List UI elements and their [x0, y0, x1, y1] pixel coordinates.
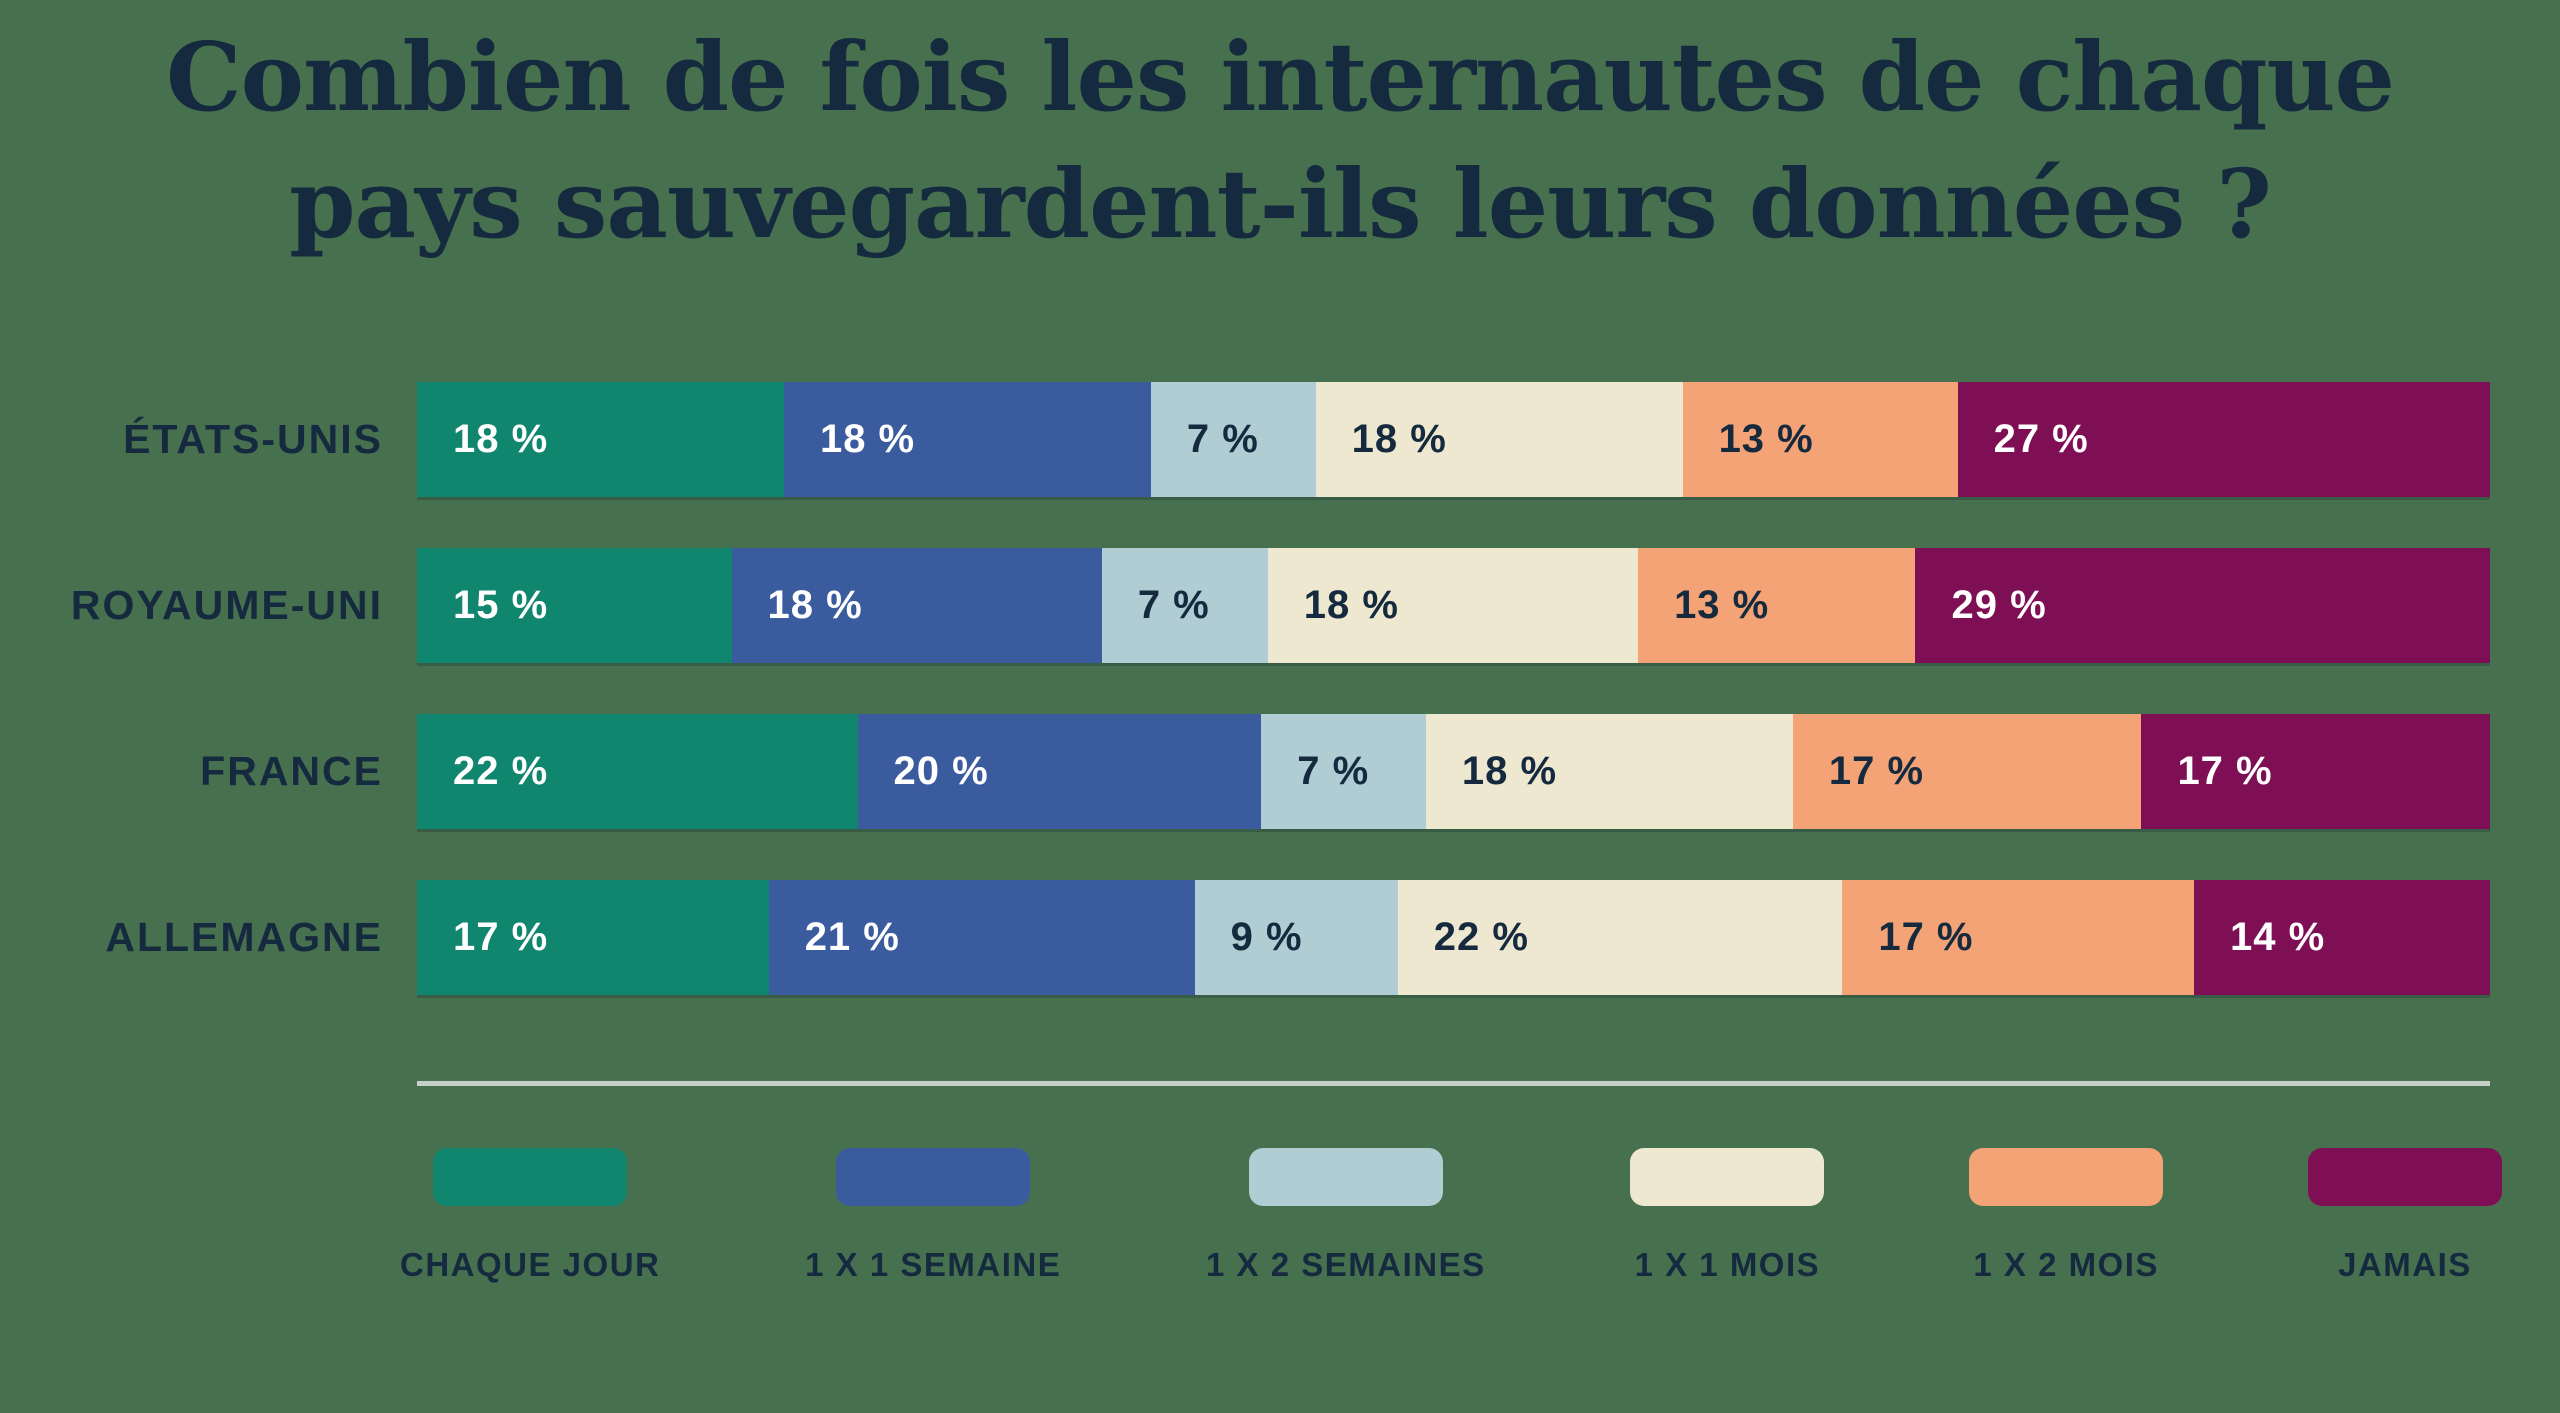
bar-segment-1-x-2-mois: 17 % [1842, 880, 2195, 995]
chart-row-allemagne: ALLEMAGNE 17 % 21 % 9 % 22 % 17 % 14 % [0, 880, 2560, 995]
bar-segment-1-x-1-semaine: 18 % [783, 382, 1151, 497]
legend-swatch-chaque-jour [433, 1148, 628, 1206]
legend-item-jamais: JAMAIS [2307, 1148, 2502, 1284]
bar-segment-jamais: 17 % [2141, 714, 2490, 829]
segment-value-label: 7 % [1297, 749, 1370, 793]
segment-value-label: 22 % [453, 749, 549, 793]
bar-segment-jamais: 29 % [1915, 548, 2490, 663]
bar-segment-1-x-2-semaines: 9 % [1194, 880, 1398, 995]
legend-swatch-1-x-1-semaine [836, 1148, 1031, 1206]
legend: CHAQUE JOUR 1 X 1 SEMAINE 1 X 2 SEMAINES 1 … [400, 1148, 2502, 1284]
title-line-1: Combien de fois les internautes de chaqu… [166, 22, 2395, 133]
stacked-bar-chart: ÉTATS-UNIS 18 % 18 % 7 % 18 % 13 % 27 % ROYAUME… [0, 382, 2560, 995]
segment-value-label: 18 % [1303, 583, 1399, 627]
stacked-bar-royaume-uni: 15 % 18 % 7 % 18 % 13 % 29 % [417, 548, 2490, 663]
segment-value-label: 18 % [767, 583, 863, 627]
segment-value-label: 13 % [1674, 583, 1770, 627]
segment-value-label: 17 % [2177, 749, 2273, 793]
segment-value-label: 17 % [1828, 749, 1925, 793]
legend-label-1-x-1-semaine: 1 X 1 SEMAINE [805, 1246, 1062, 1283]
bar-segment-jamais: 27 % [1957, 382, 2490, 497]
segment-value-label: 13 % [1718, 417, 1814, 461]
title-line-2: pays sauvegardent-ils leurs données ? [289, 149, 2272, 261]
segment-value-label: 7 % [1186, 417, 1259, 461]
bar-segment-chaque-jour: 15 % [417, 548, 732, 663]
legend-label-1-x-1-mois: 1 X 1 MOIS [1634, 1246, 1821, 1283]
bar-segment-1-x-1-mois: 22 % [1397, 880, 1843, 995]
legend-swatch-1-x-1-mois [1630, 1148, 1825, 1206]
bar-segment-1-x-2-semaines: 7 % [1261, 714, 1426, 829]
bar-segment-1-x-1-mois: 18 % [1267, 548, 1639, 663]
stacked-bar-france: 22 % 20 % 7 % 18 % 17 % 17 % [417, 714, 2490, 829]
legend-item-1-x-2-semaines: 1 X 2 SEMAINES [1206, 1148, 1486, 1284]
segment-value-label: 15 % [453, 583, 549, 627]
row-label-allemagne: ALLEMAGNE [105, 914, 383, 960]
bar-segment-1-x-1-semaine: 18 % [731, 548, 1102, 663]
segment-value-label: 17 % [1878, 915, 1974, 959]
segment-value-label: 21 % [804, 915, 900, 959]
page-title: Combien de fois les internautes de chaqu… [0, 14, 2560, 269]
bar-segment-1-x-1-semaine: 20 % [857, 714, 1262, 829]
row-label-france: FRANCE [200, 748, 383, 794]
stacked-bar-tats-unis: 18 % 18 % 7 % 18 % 13 % 27 % [417, 382, 2490, 497]
segment-value-label: 18 % [1351, 417, 1447, 461]
segment-value-label: 18 % [453, 417, 549, 461]
legend-swatch-jamais [2307, 1148, 2502, 1206]
legend-item-1-x-1-semaine: 1 X 1 SEMAINE [805, 1148, 1061, 1284]
segment-value-label: 17 % [453, 915, 549, 959]
legend-label-jamais: JAMAIS [2338, 1246, 2472, 1283]
chart-row-france: FRANCE 22 % 20 % 7 % 18 % 17 % 17 % [0, 714, 2560, 829]
bar-segment-chaque-jour: 17 % [417, 880, 769, 995]
legend-item-chaque-jour: CHAQUE JOUR [400, 1148, 660, 1284]
stacked-bar-allemagne: 17 % 21 % 9 % 22 % 17 % 14 % [417, 880, 2490, 995]
legend-item-1-x-1-mois: 1 X 1 MOIS [1630, 1148, 1825, 1284]
segment-value-label: 7 % [1137, 583, 1210, 627]
segment-value-label: 9 % [1230, 915, 1303, 959]
bar-segment-1-x-1-mois: 18 % [1425, 714, 1793, 829]
bar-segment-chaque-jour: 18 % [417, 382, 784, 497]
legend-item-1-x-2-mois: 1 X 2 MOIS [1969, 1148, 2164, 1284]
bar-segment-1-x-2-mois: 13 % [1682, 382, 1958, 497]
legend-label-1-x-2-semaines: 1 X 2 SEMAINES [1206, 1246, 1486, 1283]
chart-row-tats-unis: ÉTATS-UNIS 18 % 18 % 7 % 18 % 13 % 27 % [0, 382, 2560, 497]
row-label-royaume-uni: ROYAUME-UNI [70, 582, 383, 628]
legend-label-1-x-2-mois: 1 X 2 MOIS [1973, 1246, 2159, 1283]
segment-value-label: 22 % [1433, 915, 1529, 959]
bar-segment-1-x-2-mois: 17 % [1792, 714, 2142, 829]
bar-segment-1-x-1-semaine: 21 % [768, 880, 1195, 995]
segment-value-label: 29 % [1951, 583, 2047, 627]
segment-value-label: 27 % [1993, 417, 2089, 461]
segment-value-label: 18 % [819, 417, 916, 461]
bar-segment-1-x-2-semaines: 7 % [1150, 382, 1316, 497]
bar-segment-1-x-2-mois: 13 % [1638, 548, 1916, 663]
legend-swatch-1-x-2-mois [1969, 1148, 2164, 1206]
legend-label-chaque-jour: CHAQUE JOUR [400, 1246, 661, 1283]
segment-value-label: 14 % [2230, 915, 2326, 959]
chart-row-royaume-uni: ROYAUME-UNI 15 % 18 % 7 % 18 % 13 % 29 % [0, 548, 2560, 663]
bar-segment-1-x-2-semaines: 7 % [1101, 548, 1268, 663]
legend-swatch-1-x-2-semaines [1248, 1148, 1443, 1206]
bar-segment-chaque-jour: 22 % [417, 714, 858, 829]
row-label-tats-unis: ÉTATS-UNIS [123, 416, 383, 462]
legend-divider [417, 1081, 2490, 1086]
bar-segment-jamais: 14 % [2194, 880, 2490, 995]
bar-segment-1-x-1-mois: 18 % [1315, 382, 1683, 497]
segment-value-label: 20 % [893, 749, 989, 793]
segment-value-label: 18 % [1461, 749, 1558, 793]
